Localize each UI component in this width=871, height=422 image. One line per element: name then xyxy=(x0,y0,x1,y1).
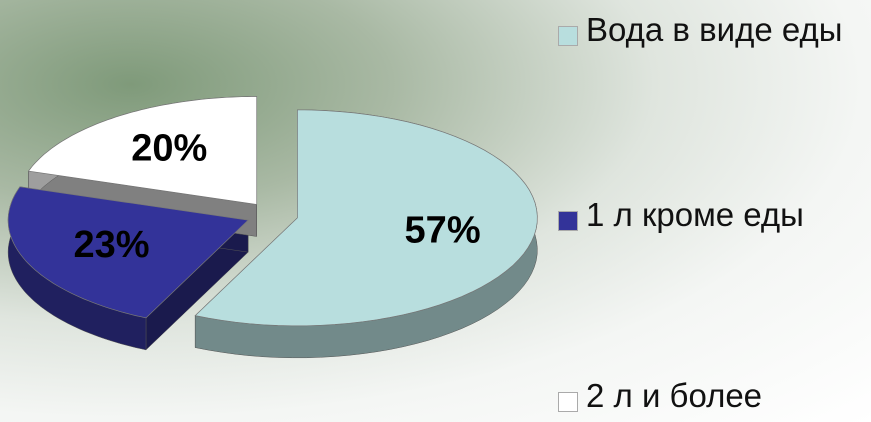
legend-item: 1 л кроме еды xyxy=(558,195,868,235)
data-label: 57% xyxy=(405,209,481,251)
legend-label: Вода в виде еды xyxy=(586,10,856,50)
legend-swatch xyxy=(558,26,578,46)
legend-swatch xyxy=(558,392,578,412)
legend-item: 2 л и более xyxy=(558,376,868,416)
data-label: 20% xyxy=(131,127,207,169)
legend-label: 1 л кроме еды xyxy=(586,195,856,235)
chart: 57% 23% 20% Вода в виде еды 1 л кроме еды 2 … xyxy=(0,0,871,422)
legend-swatch xyxy=(558,211,578,231)
data-label: 23% xyxy=(74,224,150,266)
legend-label: 2 л и более xyxy=(586,376,856,416)
legend-item: Вода в виде еды xyxy=(558,10,868,50)
